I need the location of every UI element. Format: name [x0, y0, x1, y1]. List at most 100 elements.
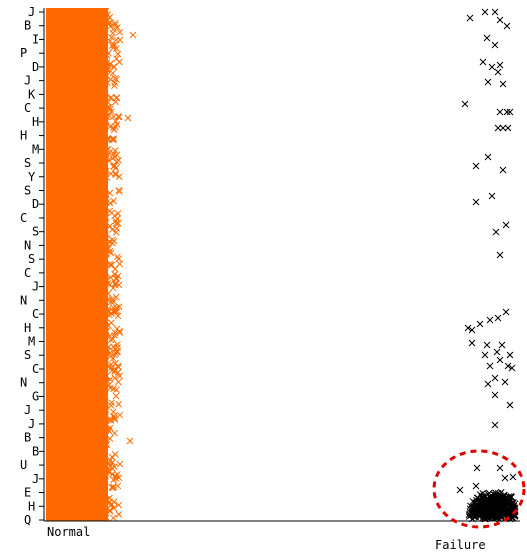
y-tick-label: M	[28, 335, 35, 349]
normal-point	[104, 11, 112, 18]
normal-point	[115, 255, 122, 263]
normal-outlier-points	[96, 7, 137, 522]
normal-point	[112, 293, 120, 301]
x-category-label-normal: Normal	[47, 525, 90, 539]
normal-point	[100, 241, 108, 249]
normal-point	[110, 197, 117, 205]
normal-point	[114, 341, 121, 348]
normal-point	[109, 307, 117, 315]
normal-point	[99, 286, 106, 294]
normal-point	[99, 462, 107, 469]
normal-point	[103, 174, 111, 181]
failure-point	[504, 498, 511, 506]
normal-point	[110, 514, 117, 522]
normal-point	[106, 435, 114, 442]
failure-point	[488, 192, 496, 200]
normal-point	[97, 83, 104, 91]
failure-point	[483, 34, 491, 42]
y-tick-label: C	[32, 362, 39, 376]
normal-point	[126, 437, 134, 445]
normal-point	[112, 171, 120, 179]
failure-point	[503, 22, 511, 30]
normal-point	[108, 42, 116, 49]
failure-point	[479, 58, 487, 66]
normal-point	[101, 80, 109, 88]
normal-point	[100, 189, 107, 197]
normal-point	[101, 271, 109, 279]
normal-point	[106, 238, 113, 245]
normal-point	[112, 123, 119, 131]
failure-point	[472, 482, 480, 490]
failure-point	[487, 511, 495, 518]
normal-point	[105, 427, 113, 435]
failure-point	[508, 364, 516, 372]
normal-point	[110, 476, 117, 484]
failure-point	[481, 492, 488, 500]
y-tick-label: J	[24, 403, 31, 417]
failure-point	[496, 464, 504, 472]
normal-point	[115, 511, 123, 518]
failure-point	[497, 513, 505, 521]
normal-point	[114, 482, 122, 490]
failure-point	[494, 68, 502, 76]
y-tick-label: S	[24, 348, 31, 362]
y-tick-label: D	[32, 60, 39, 74]
normal-point	[104, 134, 112, 142]
normal-point	[106, 199, 114, 207]
normal-point	[100, 303, 108, 311]
y-tick-label: C	[24, 101, 31, 115]
normal-point	[111, 351, 119, 359]
failure-point	[486, 362, 494, 370]
normal-point	[98, 347, 106, 354]
normal-point	[99, 389, 106, 397]
normal-point	[109, 408, 117, 416]
normal-point	[98, 145, 106, 152]
normal-point	[109, 355, 117, 362]
failure-point	[466, 14, 474, 22]
failure-point	[491, 374, 499, 382]
failure-point	[472, 162, 480, 170]
normal-point	[111, 21, 119, 29]
normal-point	[111, 279, 119, 287]
normal-point	[105, 296, 113, 303]
normal-point	[102, 408, 109, 416]
y-tick-label: J	[32, 472, 39, 486]
normal-point	[115, 281, 123, 289]
failure-point	[491, 41, 499, 49]
normal-point	[108, 226, 116, 234]
normal-point	[101, 505, 108, 513]
normal-point	[107, 274, 114, 281]
y-tick-label: E	[24, 486, 31, 500]
normal-point	[96, 63, 104, 71]
normal-point	[112, 118, 120, 125]
normal-point	[98, 38, 106, 46]
failure-point	[466, 505, 474, 513]
normal-point	[104, 290, 112, 297]
normal-point	[98, 126, 105, 134]
normal-point	[111, 265, 119, 273]
normal-point	[114, 369, 122, 376]
normal-point	[97, 56, 105, 63]
failure-point	[504, 362, 512, 370]
normal-point	[114, 50, 122, 58]
normal-point	[106, 494, 113, 502]
normal-point	[105, 145, 112, 153]
normal-point	[98, 298, 105, 305]
normal-point	[98, 443, 105, 451]
y-tick-label: B	[24, 431, 31, 445]
y-tick-label: C	[32, 307, 39, 321]
normal-point	[111, 416, 119, 423]
y-tick-label: J	[24, 74, 31, 88]
normal-point	[113, 225, 121, 232]
y-tick-label: J	[28, 417, 35, 431]
normal-point	[108, 367, 116, 374]
y-tick-label: S	[32, 225, 39, 239]
normal-point	[105, 322, 112, 330]
failure-point	[483, 341, 491, 349]
failure-point	[502, 221, 510, 229]
normal-point	[111, 332, 118, 339]
normal-point	[103, 51, 111, 59]
normal-point	[96, 120, 104, 128]
normal-point	[105, 467, 112, 475]
